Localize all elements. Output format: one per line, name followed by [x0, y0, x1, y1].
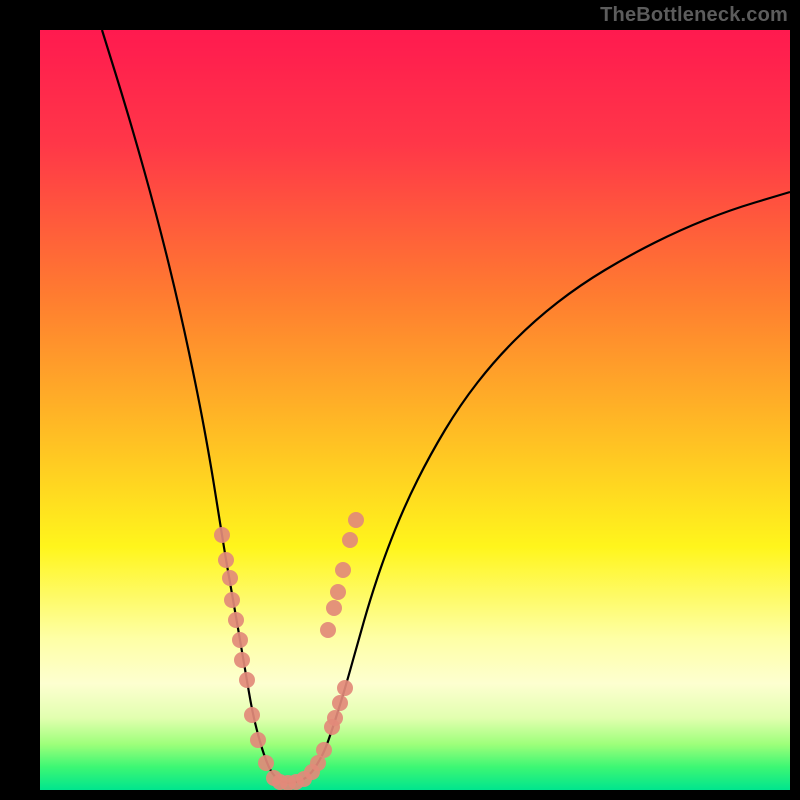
data-marker — [250, 732, 266, 748]
data-marker — [335, 562, 351, 578]
data-marker — [224, 592, 240, 608]
data-marker — [258, 755, 274, 771]
curve-layer — [40, 30, 790, 790]
data-marker — [214, 527, 230, 543]
data-marker — [348, 512, 364, 528]
data-marker — [327, 710, 343, 726]
data-marker — [320, 622, 336, 638]
data-marker — [228, 612, 244, 628]
data-marker — [234, 652, 250, 668]
data-marker — [326, 600, 342, 616]
data-marker — [330, 584, 346, 600]
plot-area — [40, 30, 790, 790]
data-marker — [232, 632, 248, 648]
chart-container: TheBottleneck.com — [0, 0, 800, 800]
data-markers — [214, 512, 364, 790]
data-marker — [218, 552, 234, 568]
data-marker — [244, 707, 260, 723]
data-marker — [342, 532, 358, 548]
data-marker — [222, 570, 238, 586]
data-marker — [239, 672, 255, 688]
bottleneck-curve — [102, 30, 790, 783]
data-marker — [332, 695, 348, 711]
data-marker — [316, 742, 332, 758]
data-marker — [337, 680, 353, 696]
watermark-text: TheBottleneck.com — [600, 4, 788, 27]
